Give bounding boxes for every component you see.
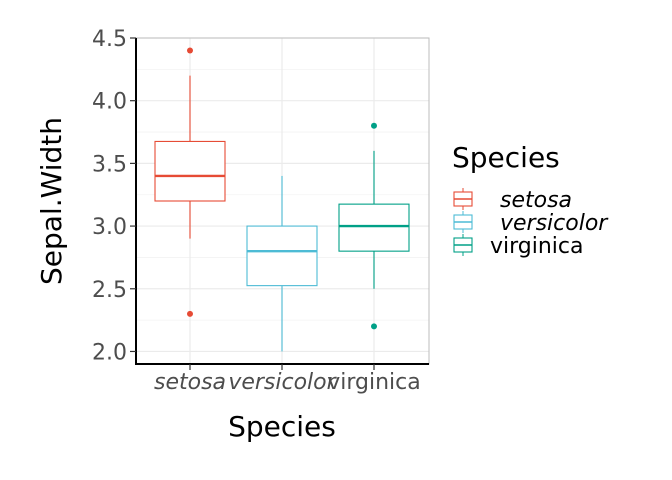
legend-item-virginica: virginica: [453, 234, 584, 259]
legend-label: setosa: [500, 188, 572, 213]
legend-title: Species: [452, 141, 560, 174]
y-tick-label: 4.5: [92, 27, 127, 52]
legend-key: [453, 211, 473, 233]
box-setosa: [154, 47, 226, 317]
box-virginica: [338, 122, 410, 330]
y-tick-label: 3.5: [92, 152, 127, 177]
x-tick-label: setosa: [154, 370, 226, 395]
box-iqr: [338, 203, 410, 252]
x-tick-label: virginica: [327, 370, 421, 395]
legend-label: versicolor: [500, 211, 609, 236]
legend-item-versicolor: versicolor: [453, 211, 609, 236]
y-tick-label: 2.5: [92, 278, 127, 303]
box-iqr: [154, 140, 226, 202]
y-tick-label: 4.0: [92, 90, 127, 115]
outlier-point: [371, 122, 377, 129]
x-axis-title: Species: [228, 410, 336, 443]
y-tick-label: 2.0: [92, 340, 127, 365]
y-axis-ticks: 2.0 2.5 3.0 3.5 4.0 4.5: [92, 27, 136, 365]
legend-key: [453, 234, 473, 256]
box-versicolor: [246, 175, 318, 352]
legend-key: [453, 188, 473, 210]
outlier-point: [187, 47, 193, 54]
x-tick-label: versicolor: [228, 370, 337, 395]
y-axis-title: Sepal.Width: [35, 117, 68, 285]
legend-label: virginica: [490, 234, 584, 259]
legend-item-setosa: setosa: [453, 188, 572, 213]
boxplot-series: [154, 47, 410, 352]
outlier-point: [371, 323, 377, 330]
box-iqr: [246, 225, 318, 287]
y-tick-label: 3.0: [92, 215, 127, 240]
outlier-point: [187, 310, 193, 317]
